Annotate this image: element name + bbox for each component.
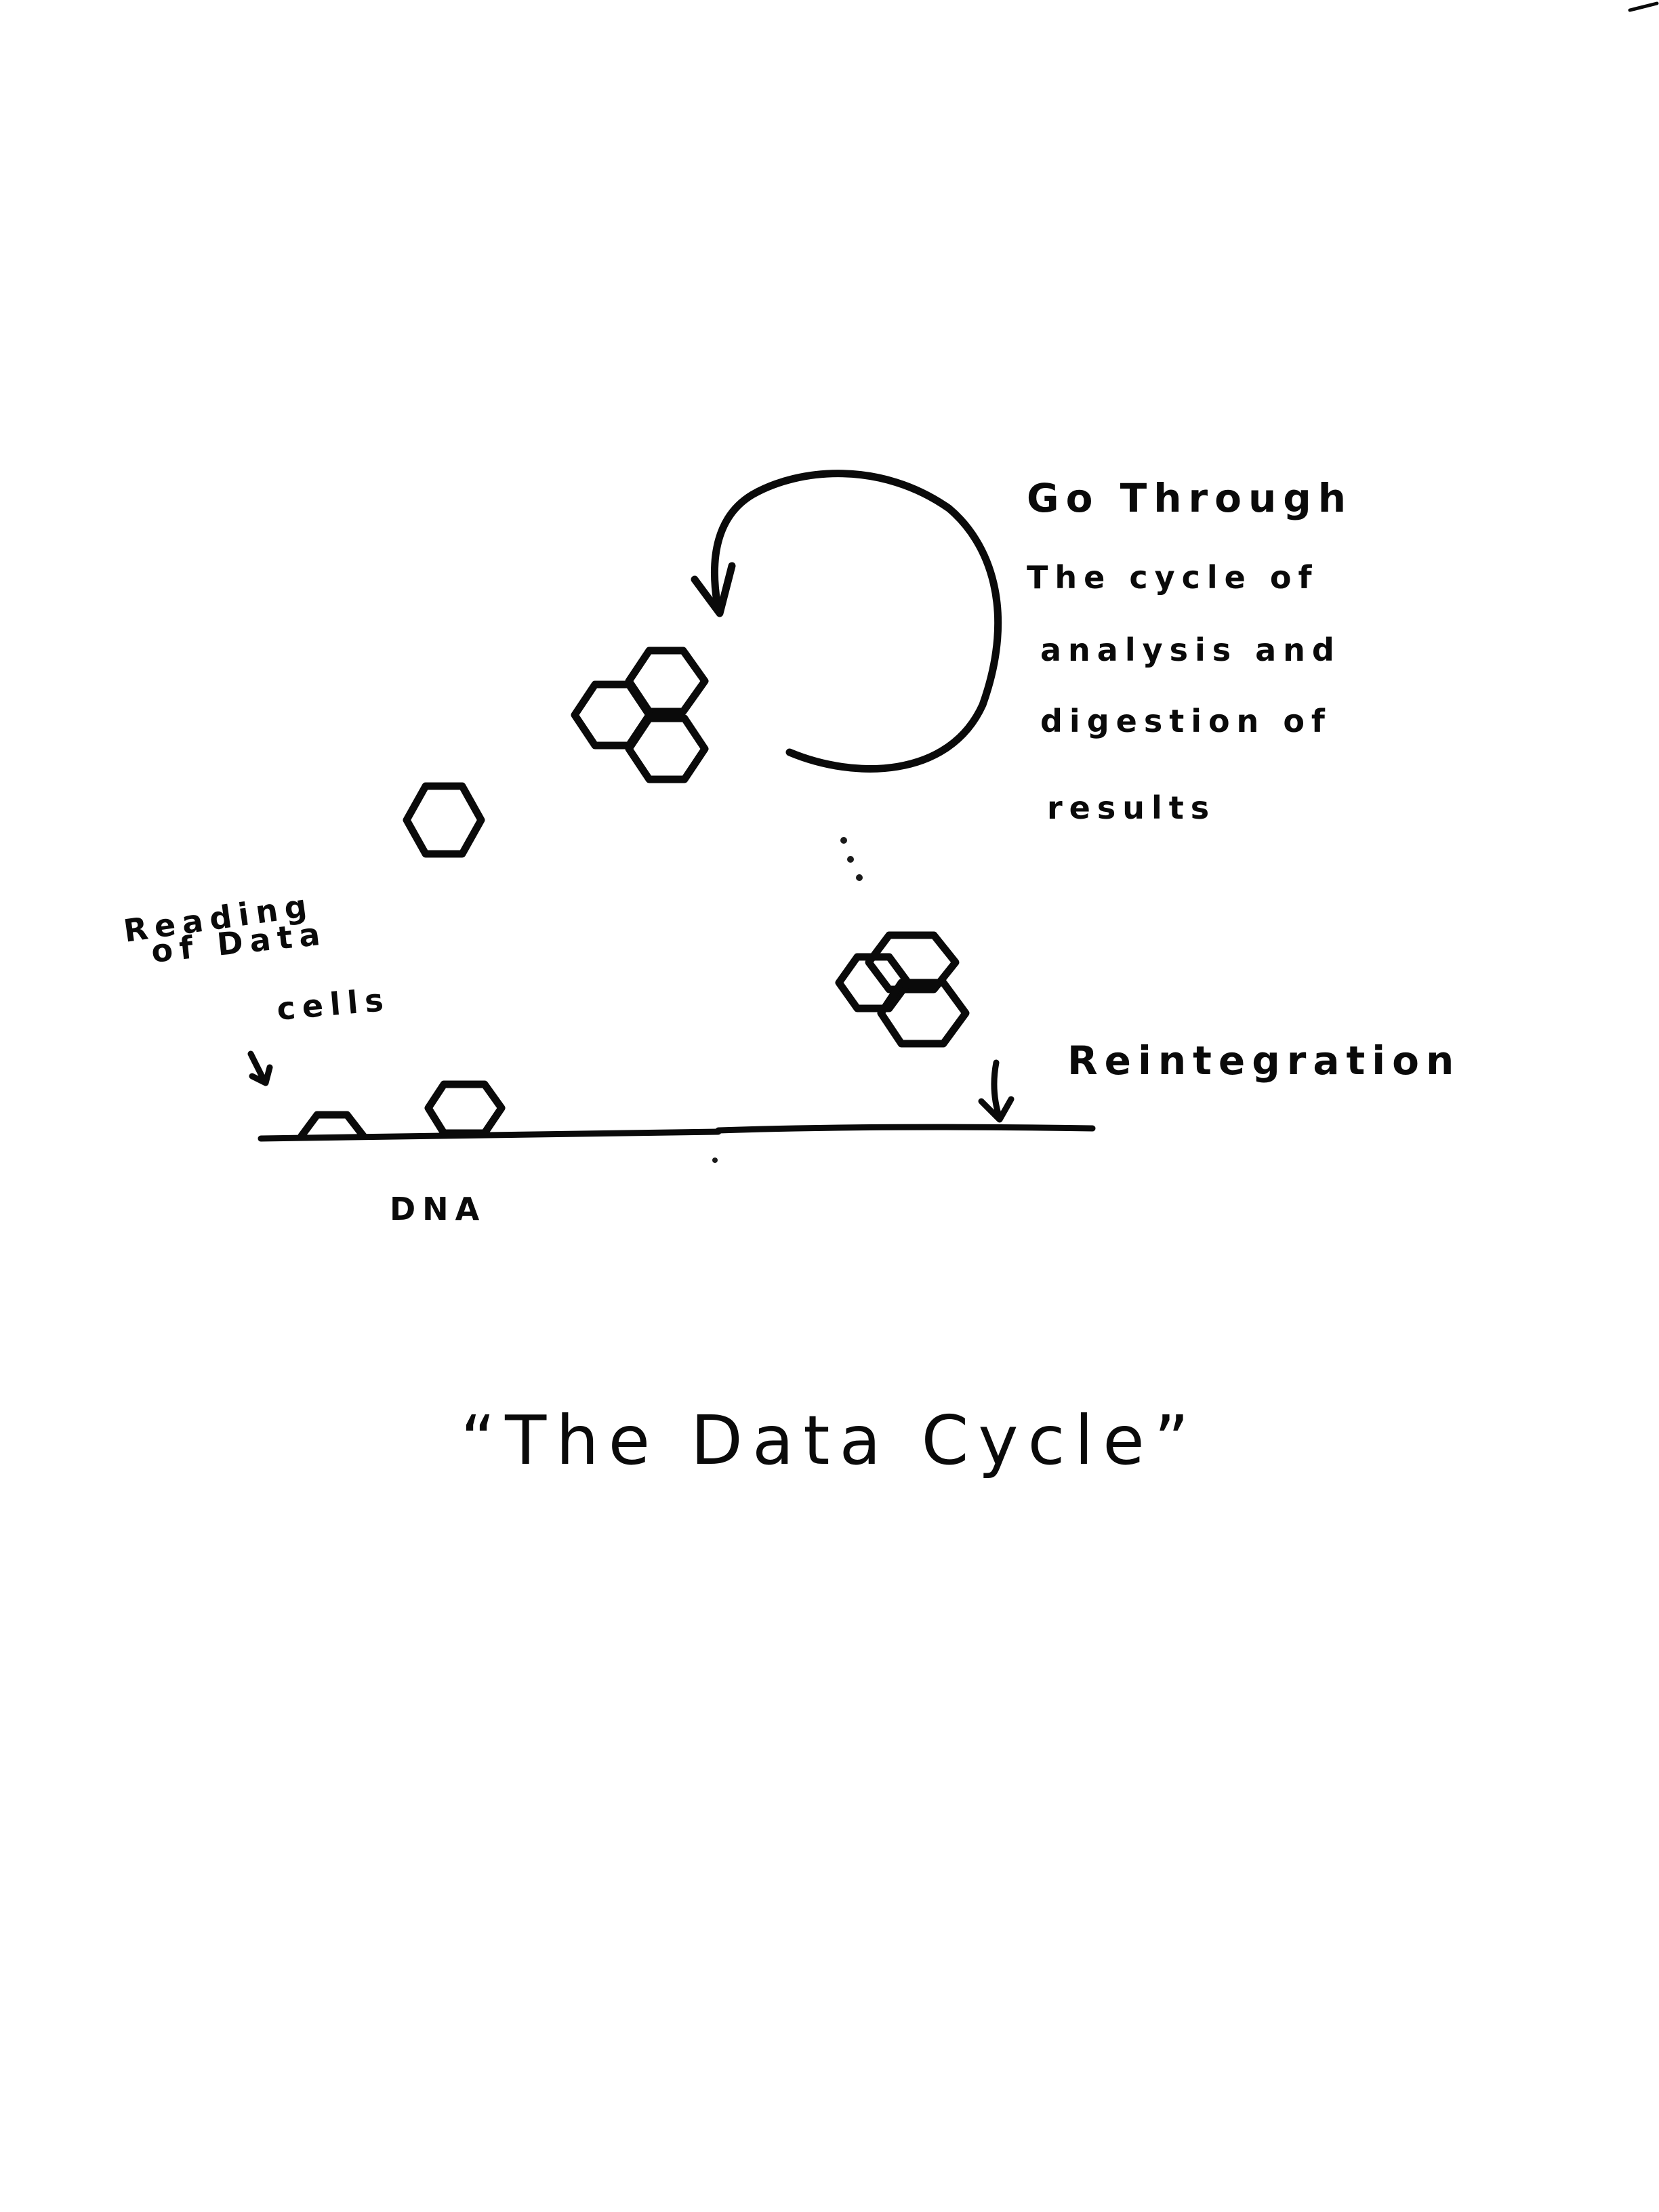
reintegration-label: Reintegration <box>1067 1038 1460 1084</box>
cycle-arrowhead <box>691 562 736 617</box>
baseline-tick <box>712 1158 718 1163</box>
loop-annotation-line: analysis and <box>1040 632 1341 668</box>
hexagon <box>877 979 970 1048</box>
loop-annotation-line: The cycle of <box>1027 559 1318 596</box>
trail-dot <box>840 837 847 844</box>
cycle-loop-arrow <box>710 470 1002 773</box>
reading-arrow <box>247 1050 268 1084</box>
reintegration-arrow <box>991 1059 1003 1122</box>
hexagon <box>835 953 912 1012</box>
diagram-title: “The Data Cycle” <box>460 1401 1198 1480</box>
dna-baseline-right <box>715 1124 1096 1134</box>
dna-label: DNA <box>390 1191 486 1227</box>
single-hexagon <box>403 782 485 858</box>
loop-annotation-line: digestion of <box>1040 703 1332 739</box>
trail-dot <box>847 856 854 863</box>
descending-hexagon-cluster <box>835 931 970 1048</box>
corner-pen-mark <box>1628 1 1659 12</box>
hexagon-on-strand <box>424 1080 506 1137</box>
loop-annotation-line: Go Through <box>1027 475 1353 521</box>
reading-annotation: Reading of Data cells <box>121 886 392 1027</box>
half-hexagon-on-strand <box>298 1111 367 1140</box>
reading-annotation-line: cells <box>275 981 391 1027</box>
dotted-trail <box>840 837 863 881</box>
reading-arrowhead <box>249 1064 273 1086</box>
dna-baseline <box>258 1128 722 1142</box>
trail-dot <box>856 874 863 881</box>
loop-annotation: Go Through The cycle of analysis and dig… <box>1027 475 1353 826</box>
loop-annotation-line: results <box>1047 790 1216 826</box>
hexagon-cluster <box>571 647 709 783</box>
hexagon <box>865 931 960 994</box>
hexagon <box>625 714 709 783</box>
reintegration-arrowhead <box>978 1096 1015 1123</box>
